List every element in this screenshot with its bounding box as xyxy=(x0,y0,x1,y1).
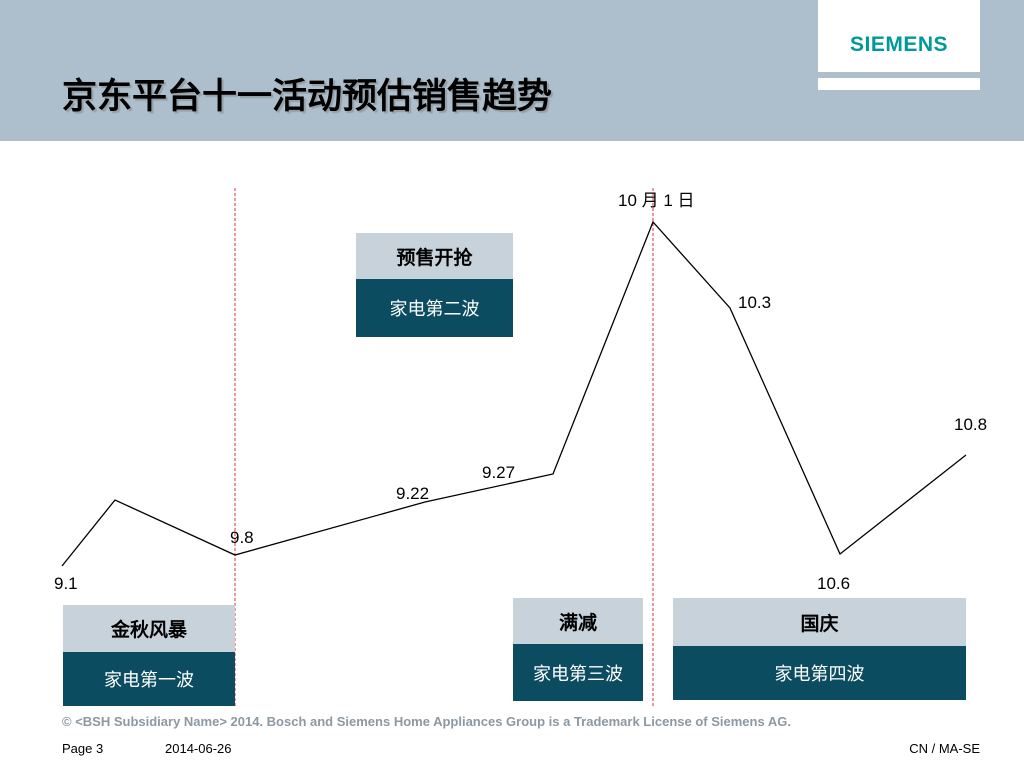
event-box-jinqiu-subtitle: 家电第一波 xyxy=(63,652,235,706)
logo-box: SIEMENS xyxy=(818,0,980,72)
point-label: 10 月 1 日 xyxy=(618,191,695,210)
trend-line xyxy=(61,220,967,567)
event-box-manjian-title: 满减 xyxy=(513,598,643,644)
footer-copyright: © <BSH Subsidiary Name> 2014. Bosch and … xyxy=(62,714,791,729)
siemens-logo: SIEMENS xyxy=(849,33,949,56)
event-box-guoqing-title: 国庆 xyxy=(673,598,966,646)
logo-strip xyxy=(818,78,980,90)
event-box-yushou-title: 预售开抢 xyxy=(356,233,513,279)
marker-lines xyxy=(234,188,654,706)
event-box-jinqiu-title: 金秋风暴 xyxy=(63,605,235,652)
footer-page: Page 3 xyxy=(62,741,104,756)
point-label: 9.1 xyxy=(54,574,78,593)
footer-dept: CN / MA-SE xyxy=(909,741,980,756)
page-title: 京东平台十一活动预估销售趋势 xyxy=(62,76,553,117)
event-box-manjian-subtitle: 家电第三波 xyxy=(513,644,643,701)
point-label: 9.8 xyxy=(230,528,254,547)
point-label: 10.3 xyxy=(738,293,772,312)
event-box-guoqing-subtitle: 家电第四波 xyxy=(673,646,966,700)
point-label: 10.8 xyxy=(954,415,988,434)
point-label: 10.6 xyxy=(817,574,851,593)
point-label: 9.27 xyxy=(482,463,516,482)
footer-date: 2014-06-26 xyxy=(165,741,232,756)
event-box-yushou-subtitle: 家电第二波 xyxy=(356,279,513,337)
point-label: 9.22 xyxy=(396,484,430,503)
